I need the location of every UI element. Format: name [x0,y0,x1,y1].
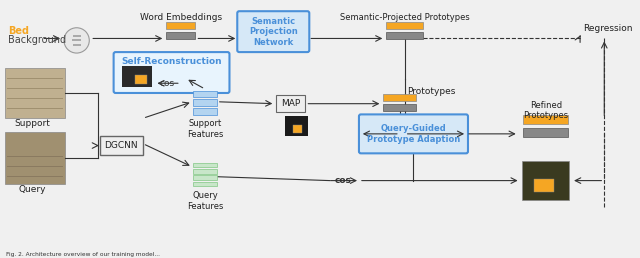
Text: Query
Features: Query Features [187,191,223,211]
Bar [73,44,81,46]
Text: Support
Features: Support Features [187,119,223,139]
Bar [193,175,217,180]
Bar [135,75,147,84]
Bar [72,39,81,41]
Bar [6,88,63,89]
Bar [4,132,65,184]
Bar [6,98,63,99]
Bar [6,78,63,79]
Text: Word Embeddings: Word Embeddings [140,13,222,22]
Text: cos: cos [159,79,174,88]
FancyBboxPatch shape [359,114,468,153]
Bar [6,147,63,148]
Text: Semantic
Projection
Network: Semantic Projection Network [249,17,298,46]
Bar [534,179,554,192]
Bar [276,95,305,112]
Bar [73,35,81,37]
Bar [193,108,217,115]
Bar [6,108,63,109]
Text: Query: Query [18,185,45,194]
Text: Self-Reconstruction: Self-Reconstruction [121,57,222,66]
Bar [193,91,217,97]
Bar [386,22,423,29]
Text: Background: Background [8,35,67,45]
Circle shape [64,28,90,53]
Bar [383,104,417,111]
Text: Prototypes: Prototypes [408,86,456,95]
Bar [122,66,152,87]
Text: MAP: MAP [281,99,300,108]
Bar [193,163,217,167]
Bar [6,166,63,167]
FancyBboxPatch shape [237,11,309,52]
Text: Semantic-Projected Prototypes: Semantic-Projected Prototypes [340,13,470,22]
Text: Fig. 2. Architecture overview of our training model...: Fig. 2. Architecture overview of our tra… [6,252,161,257]
Bar [285,116,308,136]
Bar [166,22,195,29]
Bar [4,68,65,118]
Text: Support: Support [14,119,50,128]
Bar [524,128,568,137]
Text: DGCNN: DGCNN [104,141,138,150]
Bar [522,161,569,200]
Text: cos: cos [335,176,352,185]
Bar [6,156,63,157]
Text: Refined
Prototypes: Refined Prototypes [524,101,568,120]
Text: Query-Guided
Prototype Adaption: Query-Guided Prototype Adaption [367,124,460,143]
Bar [166,32,195,39]
Bar [386,32,423,39]
Bar [6,176,63,177]
Bar [193,169,217,174]
Bar [524,115,568,124]
Bar [383,94,417,101]
Bar [100,136,143,155]
Text: Bed: Bed [8,26,29,36]
Text: Regression: Regression [583,24,632,33]
FancyBboxPatch shape [114,52,230,93]
Bar [193,182,217,187]
Bar [193,99,217,106]
Bar [292,125,303,133]
